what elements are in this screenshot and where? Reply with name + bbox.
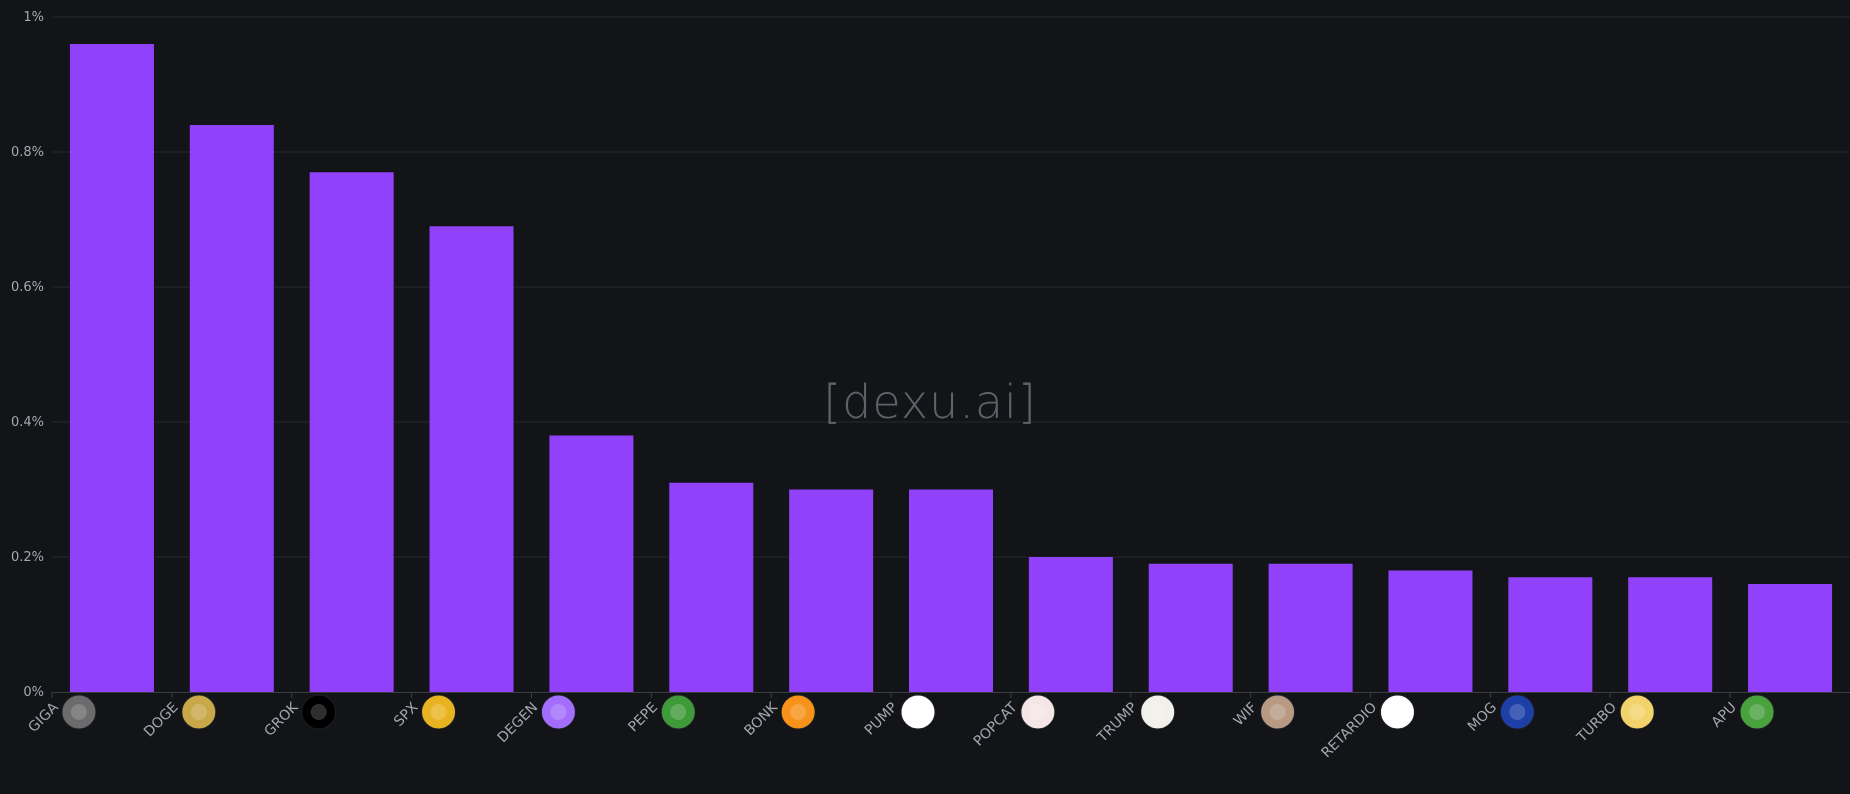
- bar-doge[interactable]: [189, 125, 274, 692]
- bar-popcat[interactable]: [1028, 557, 1113, 692]
- y-tick-label: 0%: [23, 685, 44, 700]
- apu-icon: [1739, 694, 1775, 730]
- doge-icon: [181, 694, 217, 730]
- bar-pepe[interactable]: [669, 482, 754, 692]
- y-tick-label: 0.8%: [11, 145, 44, 160]
- bar-turbo[interactable]: [1628, 577, 1713, 692]
- wif-icon: [1260, 694, 1296, 730]
- bonk-icon: [780, 694, 816, 730]
- pump-icon: [900, 694, 936, 730]
- x-tick-label: MOG: [1465, 700, 1500, 735]
- mog-icon: [1499, 694, 1535, 730]
- bars: [69, 44, 1833, 693]
- watermark: [dexu.ai]: [823, 375, 1037, 429]
- bar-retardio[interactable]: [1388, 570, 1473, 693]
- x-axis: [51, 692, 1850, 698]
- spx-icon: [421, 694, 457, 730]
- x-tick-label: TRUMP: [1094, 700, 1141, 747]
- pepe-icon: [660, 694, 696, 730]
- y-tick-label: 1%: [23, 10, 44, 25]
- y-axis-ticks: 0% 0.2% 0.4% 0.6% 0.8% 1%: [11, 10, 44, 700]
- bar-spx[interactable]: [429, 226, 514, 692]
- y-tick-label: 0.2%: [11, 550, 44, 565]
- bar-trump[interactable]: [1148, 563, 1233, 692]
- x-tick-label: RETARDIO: [1319, 700, 1381, 762]
- y-tick-label: 0.4%: [11, 415, 44, 430]
- giga-icon: [61, 694, 97, 730]
- x-tick-label: POPCAT: [971, 699, 1021, 749]
- x-tick-label: PUMP: [862, 700, 901, 739]
- x-axis-ticks: GIGA DOGE GROK SPX DEGEN PEPE BONK PUMP POPCAT TR…: [25, 699, 1739, 761]
- x-tick-label: GIGA: [25, 699, 62, 736]
- degen-icon: [540, 694, 576, 730]
- x-tick-label: DEGEN: [495, 700, 542, 747]
- trump-icon: [1140, 694, 1176, 730]
- bar-apu[interactable]: [1748, 584, 1833, 692]
- bar-bonk[interactable]: [789, 489, 874, 693]
- x-tick-label: PEPE: [625, 700, 661, 736]
- x-tick-label: WIF: [1231, 700, 1261, 730]
- x-tick-label: GROK: [261, 699, 302, 740]
- bar-pump[interactable]: [909, 489, 993, 693]
- bar-mog[interactable]: [1508, 577, 1593, 692]
- bar-degen[interactable]: [549, 435, 634, 693]
- y-tick-label: 0.6%: [11, 280, 44, 295]
- x-tick-label: DOGE: [141, 700, 182, 741]
- x-tick-label: APU: [1709, 700, 1740, 731]
- popcat-icon: [1020, 694, 1056, 730]
- grok-icon: [301, 694, 337, 730]
- x-tick-label: TURBO: [1573, 700, 1620, 747]
- bar-wif[interactable]: [1268, 563, 1353, 692]
- retardio-icon: [1379, 694, 1415, 730]
- turbo-icon: [1619, 694, 1655, 730]
- x-tick-label: SPX: [391, 699, 422, 730]
- bar-grok[interactable]: [309, 172, 394, 692]
- token-icons: [61, 694, 1775, 730]
- x-tick-label: BONK: [741, 699, 781, 739]
- bar-giga[interactable]: [69, 44, 154, 692]
